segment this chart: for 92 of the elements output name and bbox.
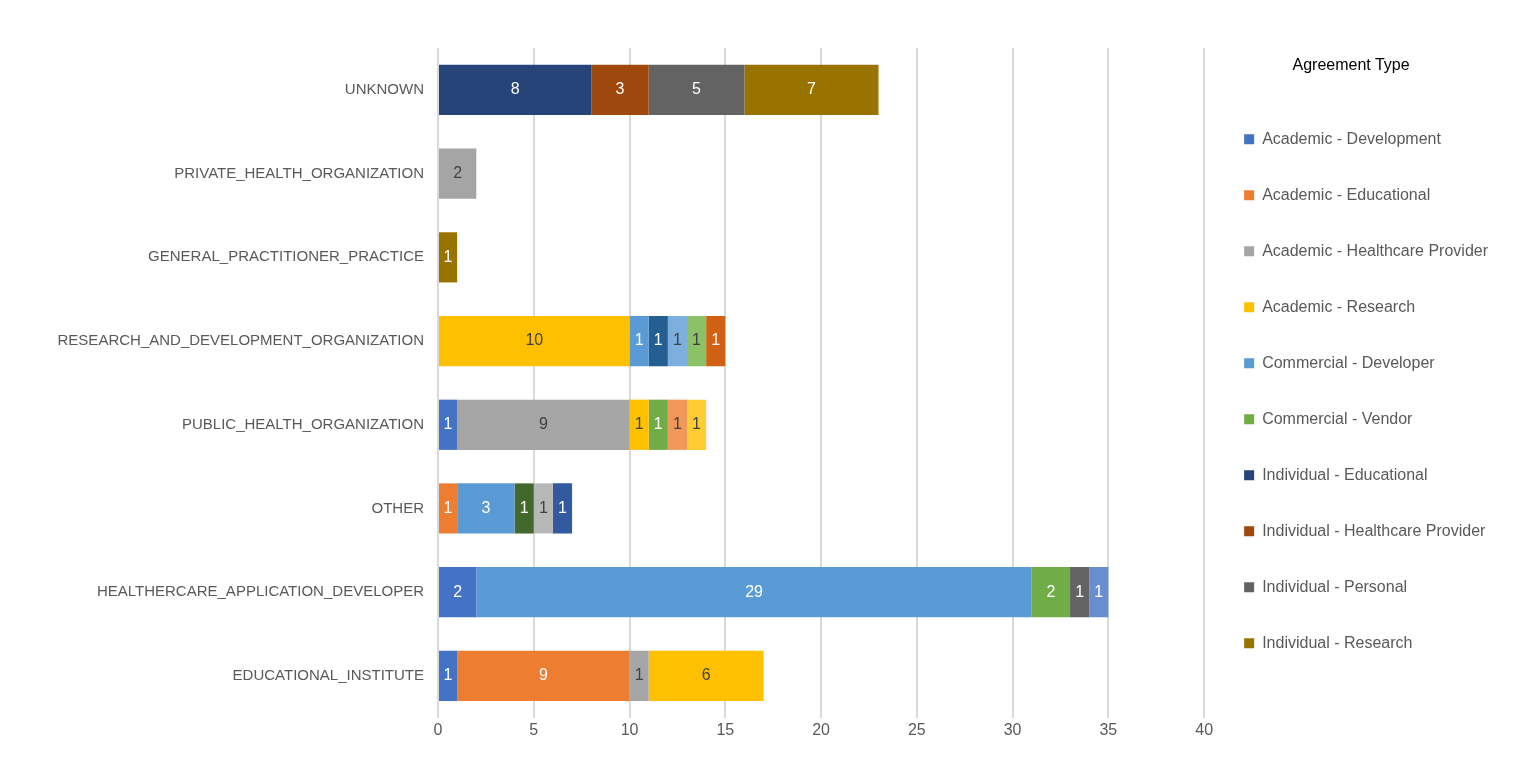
- data-label: 7: [807, 80, 817, 98]
- y-tick-label: PUBLIC_HEALTH_ORGANIZATION: [182, 414, 424, 432]
- data-label: 1: [653, 415, 663, 433]
- data-label: 1: [692, 331, 702, 349]
- legend-label: Commercial - Vendor: [1262, 409, 1414, 427]
- bar: [629, 315, 649, 367]
- data-label: 1: [692, 415, 702, 433]
- x-tick-label: 0: [433, 720, 443, 738]
- y-tick-label: EDUCATIONAL_INSTITUTE: [232, 666, 424, 684]
- x-tick-label: 10: [620, 720, 639, 738]
- data-label: 2: [453, 582, 463, 600]
- bar: [457, 483, 515, 534]
- bar: [439, 650, 458, 702]
- bar: [1031, 567, 1071, 618]
- bar: [476, 567, 1032, 618]
- x-tick-label: 35: [1099, 720, 1118, 738]
- data-label: 8: [510, 80, 520, 98]
- bar: [591, 64, 649, 115]
- legend-label: Individual - Personal: [1262, 577, 1408, 595]
- y-tick-label: HEALTHERCARE_APPLICATION_DEVELOPER: [96, 582, 425, 600]
- x-tick-label: 30: [1003, 720, 1022, 738]
- data-label: 29: [745, 582, 764, 600]
- x-tick-label: 25: [907, 720, 926, 738]
- data-label: 1: [653, 331, 663, 349]
- legend-label: Academic - Development: [1262, 129, 1442, 147]
- bar: [686, 315, 707, 367]
- data-label: 1: [538, 498, 548, 516]
- bar: [457, 399, 630, 450]
- y-tick-label: UNKNOWN: [344, 80, 424, 97]
- bar: [686, 399, 707, 450]
- y-tick-label: GENERAL_PRACTITIONER_PRACTICE: [148, 247, 424, 265]
- data-label: 1: [634, 415, 644, 433]
- data-label: 6: [701, 666, 711, 684]
- legend-label: Individual - Research: [1262, 633, 1413, 651]
- legend-label: Academic - Research: [1262, 297, 1416, 315]
- x-tick-label: 40: [1195, 720, 1214, 738]
- legend-label: Academic - Healthcare Provider: [1262, 241, 1489, 259]
- data-label: 9: [538, 666, 548, 684]
- data-label: 1: [672, 415, 682, 433]
- data-label: 5: [692, 80, 702, 98]
- x-tick-label: 5: [529, 720, 539, 738]
- data-label: 1: [558, 498, 568, 516]
- data-label: 1: [443, 498, 453, 516]
- data-label: 3: [615, 80, 625, 98]
- bar: [439, 399, 458, 450]
- data-label: 2: [453, 163, 463, 181]
- x-tick-label: 20: [812, 720, 831, 738]
- bar: [648, 64, 745, 115]
- data-label: 1: [443, 247, 453, 265]
- data-label: 3: [481, 498, 491, 516]
- legend-label: Commercial - Developer: [1262, 353, 1436, 371]
- data-label: 1: [1094, 582, 1104, 600]
- data-label: 2: [1046, 582, 1056, 600]
- bar: [744, 64, 879, 115]
- bar: [439, 148, 477, 199]
- bar: [1070, 567, 1090, 618]
- legend-title: Agreement Type: [1292, 56, 1410, 74]
- y-tick-label: PRIVATE_HEALTH_ORGANIZATION: [174, 163, 424, 181]
- data-label: 1: [634, 666, 644, 684]
- bar: [552, 483, 573, 534]
- bar: [648, 399, 668, 450]
- legend-label: Academic - Educational: [1262, 185, 1431, 203]
- data-label: 1: [519, 498, 529, 516]
- bar: [667, 315, 687, 367]
- data-label: 1: [443, 415, 453, 433]
- bar: [667, 399, 687, 450]
- bar: [706, 315, 726, 367]
- y-tick-label: OTHER: [371, 498, 425, 516]
- bar: [439, 315, 630, 367]
- bar: [1089, 567, 1109, 618]
- data-label: 1: [443, 666, 453, 684]
- y-tick-label: RESEARCH_AND_DEVELOPMENT_ORGANIZATION: [57, 331, 424, 349]
- bar: [533, 483, 553, 534]
- data-label: 1: [1075, 582, 1085, 600]
- bar: [629, 399, 649, 450]
- data-label: 1: [711, 331, 721, 349]
- bar: [439, 567, 477, 618]
- x-tick-label: 15: [716, 720, 735, 738]
- data-label: 1: [672, 331, 682, 349]
- bar: [439, 483, 458, 534]
- bar: [457, 650, 630, 702]
- data-label: 10: [525, 331, 544, 349]
- bar: [629, 650, 649, 702]
- bar: [439, 64, 592, 115]
- bar: [439, 232, 458, 283]
- legend-label: Individual - Healthcare Provider: [1262, 521, 1487, 539]
- bar: [648, 650, 764, 702]
- data-label: 9: [538, 415, 548, 433]
- legend-label: Individual - Educational: [1262, 465, 1428, 483]
- bar: [648, 315, 668, 367]
- bar: [514, 483, 534, 534]
- data-label: 1: [634, 331, 644, 349]
